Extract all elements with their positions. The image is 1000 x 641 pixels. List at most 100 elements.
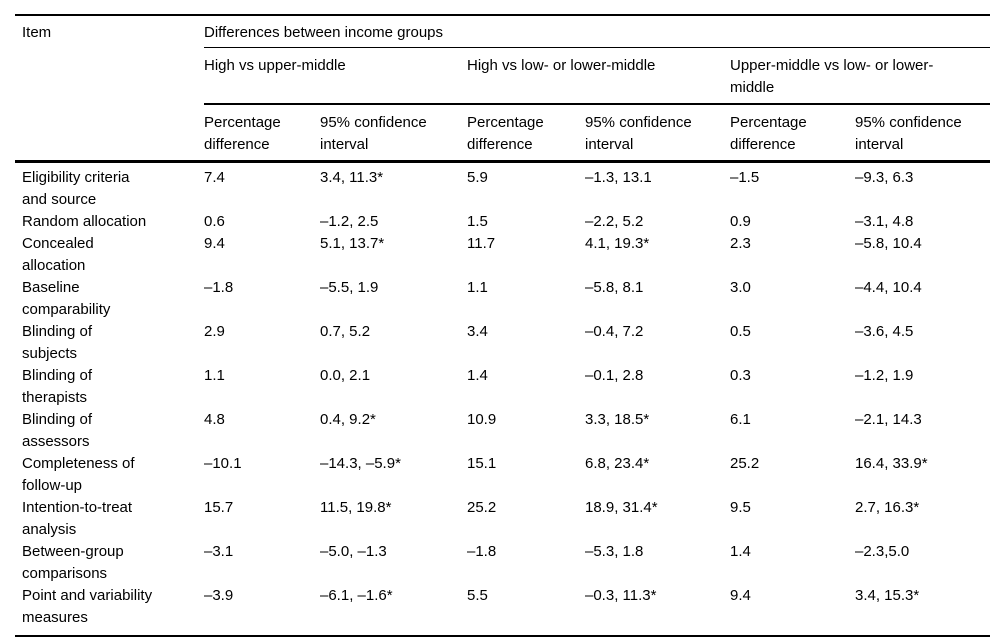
cell-ci: –3.6, 4.5 <box>855 323 914 340</box>
cell-pct-diff: 6.1 <box>730 411 751 428</box>
sub-header-confidence-interval-3: 95% confidence interval <box>855 104 990 163</box>
cell-ci: –3.1, 4.8 <box>855 213 914 230</box>
item-label-line: and source <box>22 191 97 208</box>
cell-pct-diff: 2.3 <box>730 235 751 252</box>
cell-pct-diff: 9.5 <box>730 499 751 516</box>
item-label-line: comparability <box>22 301 111 318</box>
item-label-line: Intention-to-treat <box>22 499 133 516</box>
cell-pct-diff: 10.9 <box>467 411 497 428</box>
cell-ci: –5.8, 8.1 <box>585 279 644 296</box>
item-label-line: Baseline <box>22 279 80 296</box>
cell-ci: –1.3, 13.1 <box>585 169 652 186</box>
cell-pct-diff: 5.5 <box>467 585 585 637</box>
item-label: Concealed allocation <box>15 233 204 277</box>
cell-pct-diff: –3.9 <box>204 585 320 637</box>
column-header-item: Item <box>15 14 204 163</box>
cell-pct-diff: –1.5 <box>730 169 760 186</box>
cell-ci: –2.2, 5.2 <box>585 213 644 230</box>
item-label-line: analysis <box>22 521 77 538</box>
item-label: Blinding of therapists <box>15 365 204 409</box>
item-label-line: Blinding of <box>22 323 93 340</box>
cell-pct-diff: 0.6 <box>204 213 225 230</box>
cell-pct-diff: 25.2 <box>730 455 760 472</box>
cell-ci: 6.8, 23.4* <box>585 455 650 472</box>
table-row-completeness-of-follow-up: Completeness of follow-up –10.1 –14.3, –5… <box>15 453 990 497</box>
group-header-label: Upper-middle vs low- or lower-middle <box>730 57 934 96</box>
cell-ci: 0.4, 9.2* <box>320 411 376 428</box>
item-label-line: Point and variability <box>22 587 153 604</box>
table-row-blinding-of-subjects: Blinding of subjects 2.9 0.7, 5.2 3.4 –0.… <box>15 321 990 365</box>
table-row-concealed-allocation: Concealed allocation 9.4 5.1, 13.7* 11.7 … <box>15 233 990 277</box>
cell-ci: 0.0, 2.1 <box>320 367 371 384</box>
sub-header-confidence-interval-2: 95% confidence interval <box>585 104 730 163</box>
cell-pct-diff: 9.4 <box>204 235 225 252</box>
cell-ci: –0.4, 7.2 <box>585 323 644 340</box>
cell-ci: 18.9, 31.4* <box>585 499 658 516</box>
cell-ci: –5.3, 1.8 <box>585 543 644 560</box>
cell-pct-diff: 2.9 <box>204 323 225 340</box>
cell-pct-diff: 9.4 <box>730 585 855 637</box>
cell-pct-diff: 5.9 <box>467 169 488 186</box>
cell-pct-diff: 1.1 <box>467 279 488 296</box>
group-header-high-vs-upper-middle: High vs upper-middle <box>204 47 467 105</box>
item-label-line: Between-group <box>22 543 124 560</box>
table-header: Item Differences between income groups H… <box>15 14 990 163</box>
table-row-between-group-comparisons: Between-group comparisons –3.1 –5.0, –1.3… <box>15 541 990 585</box>
cell-ci: 16.4, 33.9* <box>855 455 928 472</box>
item-label-line: Eligibility criteria <box>22 169 130 186</box>
item-label-line: follow-up <box>22 477 83 494</box>
column-header-differences-span: Differences between income groups <box>204 14 990 48</box>
cell-ci: 3.4, 15.3* <box>855 585 990 637</box>
cell-pct-diff: –1.8 <box>204 279 234 296</box>
cell-ci: –2.1, 14.3 <box>855 411 922 428</box>
cell-pct-diff: 25.2 <box>467 499 497 516</box>
sub-header-confidence-interval-1: 95% confidence interval <box>320 104 467 163</box>
item-label-line: therapists <box>22 389 88 406</box>
item-label-line: allocation <box>22 257 86 274</box>
sub-header-percentage-difference-3: Percentage difference <box>730 104 855 163</box>
item-label: Eligibility criteria and source <box>15 162 204 212</box>
income-groups-table: Item Differences between income groups H… <box>15 14 990 637</box>
cell-pct-diff: 1.4 <box>467 367 488 384</box>
cell-ci: –5.0, –1.3 <box>320 543 387 560</box>
item-label-line: Completeness of <box>22 455 135 472</box>
cell-ci: 3.3, 18.5* <box>585 411 650 428</box>
group-header-label: High vs low- or lower-middle <box>467 57 656 74</box>
cell-pct-diff: 15.1 <box>467 455 497 472</box>
item-label: Baseline comparability <box>15 277 204 321</box>
cell-pct-diff: 1.4 <box>730 543 751 560</box>
cell-pct-diff: 0.9 <box>730 213 751 230</box>
cell-pct-diff: 1.5 <box>467 213 488 230</box>
cell-ci: 11.5, 19.8* <box>320 499 392 516</box>
item-label-line: comparisons <box>22 565 108 582</box>
cell-pct-diff: –3.1 <box>204 543 234 560</box>
cell-pct-diff: 4.8 <box>204 411 225 428</box>
cell-pct-diff: 11.7 <box>467 235 496 252</box>
item-label-line: measures <box>22 609 88 626</box>
sub-header-percentage-difference-1: Percentage difference <box>204 104 320 163</box>
table-row-blinding-of-therapists: Blinding of therapists 1.1 0.0, 2.1 1.4 –… <box>15 365 990 409</box>
item-label-line: Random allocation <box>22 213 147 230</box>
cell-pct-diff: –1.8 <box>467 543 497 560</box>
item-label: Blinding of assessors <box>15 409 204 453</box>
cell-pct-diff: 3.4 <box>467 323 488 340</box>
cell-ci: –1.2, 1.9 <box>855 367 914 384</box>
header-row-subcolumns: Percentage difference 95% confidence int… <box>15 104 990 163</box>
group-header-high-vs-low-or-lower-middle: High vs low- or lower-middle <box>467 47 730 105</box>
table-row-intention-to-treat-analysis: Intention-to-treat analysis 15.7 11.5, 19… <box>15 497 990 541</box>
cell-ci: 3.4, 11.3* <box>320 169 384 186</box>
cell-pct-diff: 1.1 <box>204 367 225 384</box>
cell-ci: 5.1, 13.7* <box>320 235 385 252</box>
cell-pct-diff: 0.3 <box>730 367 751 384</box>
cell-pct-diff: –10.1 <box>204 455 242 472</box>
cell-ci: –0.3, 11.3* <box>585 585 730 637</box>
cell-ci: –14.3, –5.9* <box>320 455 401 472</box>
cell-ci: –5.8, 10.4 <box>855 235 922 252</box>
item-label: Blinding of subjects <box>15 321 204 365</box>
group-header-label: High vs upper-middle <box>204 57 346 74</box>
item-label-line: subjects <box>22 345 78 362</box>
cell-ci: –5.5, 1.9 <box>320 279 379 296</box>
cell-ci: 2.7, 16.3* <box>855 499 920 516</box>
header-row-groups: High vs upper-middle High vs low- or low… <box>15 47 990 105</box>
table-row-baseline-comparability: Baseline comparability –1.8 –5.5, 1.9 1.1… <box>15 277 990 321</box>
